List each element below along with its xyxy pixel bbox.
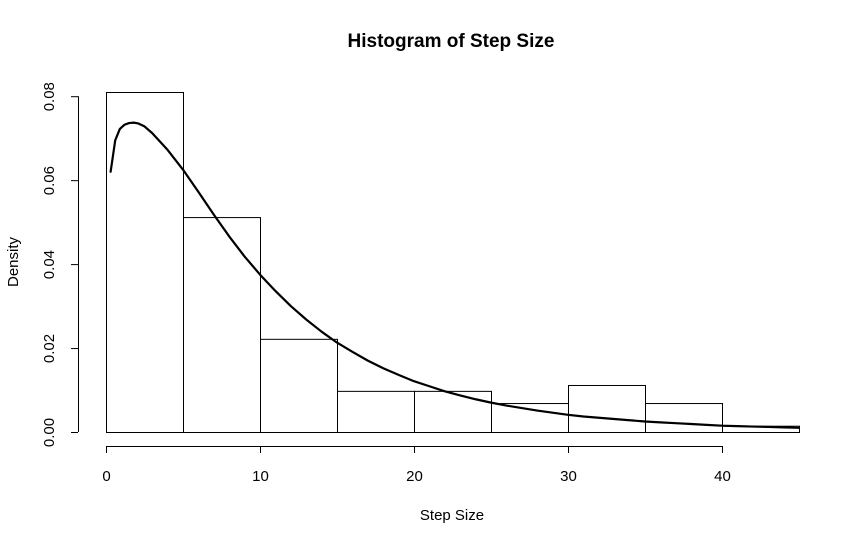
- x-tick-label: 40: [714, 468, 731, 485]
- y-tick-label: 0.02: [41, 334, 58, 363]
- histogram-bar: [414, 390, 492, 433]
- x-tick-label: 0: [102, 468, 110, 485]
- x-tick-label: 10: [252, 468, 269, 485]
- histogram-bar: [645, 403, 723, 434]
- x-axis-label: Step Size: [420, 507, 484, 524]
- x-axis: 0 10 20 30 40: [102, 446, 731, 485]
- histogram-bar: [106, 92, 184, 433]
- histogram-bar: [183, 217, 261, 433]
- histogram-bar: [337, 390, 415, 433]
- chart-title: Histogram of Step Size: [348, 31, 555, 52]
- x-tick-label: 30: [560, 468, 577, 485]
- y-axis-label: Density: [5, 236, 22, 287]
- histogram-bar: [491, 403, 569, 434]
- y-tick-label: 0.04: [41, 250, 58, 279]
- histogram-bar: [260, 338, 338, 434]
- y-tick-label: 0.06: [41, 166, 58, 195]
- y-tick-label: 0.00: [41, 418, 58, 447]
- density-curve: [109, 121, 801, 429]
- y-axis: 0.00 0.02 0.04 0.06 0.08: [41, 82, 79, 447]
- x-tick-label: 20: [406, 468, 423, 485]
- histogram-bars: [106, 92, 800, 434]
- histogram-bar: [568, 384, 646, 433]
- y-tick-label: 0.08: [41, 82, 58, 111]
